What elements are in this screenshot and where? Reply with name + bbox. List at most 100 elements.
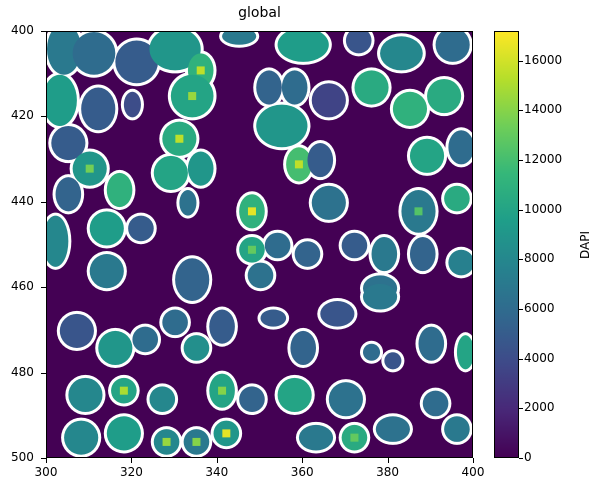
cell-region (277, 32, 329, 62)
y-tick-label: 440 (11, 193, 34, 208)
x-tick-mark (131, 458, 133, 463)
cell-region (345, 32, 372, 54)
colorbar-label: DAPI (578, 230, 592, 260)
x-tick-label: 360 (290, 465, 314, 479)
cell-region (418, 326, 445, 361)
x-tick-mark (216, 458, 218, 463)
y-tick-mark (41, 116, 46, 118)
x-tick-label: 400 (461, 465, 485, 479)
colorbar (494, 31, 519, 458)
cell-region (341, 232, 368, 259)
cell-region (362, 343, 381, 361)
y-tick-mark (41, 201, 46, 203)
heatmap-plot-area (46, 31, 473, 458)
cell-region (47, 215, 69, 267)
cell-region (448, 130, 472, 165)
x-tick-label: 320 (119, 465, 143, 479)
cell-region (209, 309, 235, 344)
cell-region (179, 189, 197, 216)
cell-region (384, 352, 402, 370)
cell-region (281, 70, 308, 105)
x-tick-mark (302, 458, 304, 463)
colorbar-tick-label: 4000 (524, 350, 555, 365)
y-tick-mark (41, 287, 46, 289)
colorbar-tick-mark (519, 110, 523, 112)
cell-region (409, 236, 436, 272)
x-tick-label: 300 (34, 465, 58, 479)
cell-region (175, 258, 210, 302)
y-tick-label: 500 (11, 450, 34, 464)
colorbar-tick-label: 16000 (524, 52, 563, 67)
x-tick-mark (473, 458, 474, 463)
cell-region (409, 138, 445, 173)
cell-region (354, 70, 389, 105)
colorbar-tick-label: 10000 (524, 201, 563, 216)
cell-region (328, 382, 363, 417)
cell-region (149, 386, 176, 413)
colorbar-tick-mark (519, 160, 523, 162)
cell-region (448, 249, 472, 276)
y-tick-label: 420 (11, 108, 34, 123)
cell-region (422, 390, 449, 417)
colorbar-tick-mark (519, 458, 523, 459)
y-tick-mark (41, 31, 46, 32)
cell-region (260, 309, 287, 327)
cell-region (294, 241, 321, 267)
cell-region (371, 236, 398, 272)
colorbar-tick-label: 12000 (524, 152, 563, 167)
cell-region (183, 335, 210, 361)
colorbar-tick-label: 0 (524, 450, 532, 464)
colorbar-tick-mark (519, 60, 523, 62)
cell-region (81, 87, 116, 131)
cell-region (187, 151, 214, 186)
chart-title: global (238, 5, 281, 21)
cell-region (162, 309, 188, 336)
x-tick-mark (387, 458, 389, 463)
x-tick-label: 340 (205, 465, 229, 479)
cell-region (311, 83, 346, 118)
cell-region (320, 301, 355, 327)
cell-region (128, 215, 154, 242)
cell-region (375, 416, 410, 442)
cell-region (59, 313, 94, 348)
cell-region (89, 211, 124, 246)
cell-region (106, 416, 141, 451)
cell-region (427, 78, 462, 114)
cell-region (132, 326, 159, 353)
cell-region (392, 91, 428, 126)
cell-region (311, 185, 346, 220)
colorbar-tick-label: 2000 (524, 400, 555, 415)
y-tick-mark (41, 372, 46, 374)
x-tick-label: 380 (376, 465, 400, 479)
cell-region (456, 335, 472, 370)
colorbar-tick-mark (519, 209, 523, 211)
cell-region (222, 32, 257, 45)
cell-region (247, 262, 274, 289)
y-tick-label: 400 (11, 23, 34, 37)
colorbar-tick-label: 14000 (524, 102, 563, 117)
colorbar-tick-mark (519, 408, 523, 410)
cell-region (55, 177, 82, 212)
cell-region (115, 40, 159, 84)
cell-region (72, 32, 116, 75)
cell-region (64, 420, 99, 455)
cell-region (256, 70, 282, 105)
y-tick-label: 480 (11, 364, 34, 379)
x-tick-mark (46, 458, 47, 463)
cell-region (153, 155, 188, 190)
colorbar-tick-label: 8000 (524, 251, 555, 266)
cell-region (51, 125, 86, 161)
cell-region (256, 104, 308, 148)
y-tick-mark (41, 458, 46, 459)
cell-region (380, 36, 423, 71)
colorbar-tick-label: 6000 (524, 301, 555, 316)
cell-region (98, 330, 133, 366)
cell-region (123, 91, 141, 118)
cell-region (239, 386, 265, 413)
cell-region (47, 32, 82, 75)
cell-region (106, 172, 133, 208)
colorbar-tick-mark (519, 358, 523, 360)
cell-region (290, 330, 317, 366)
cell-region (444, 416, 470, 442)
cell-region (149, 32, 201, 71)
